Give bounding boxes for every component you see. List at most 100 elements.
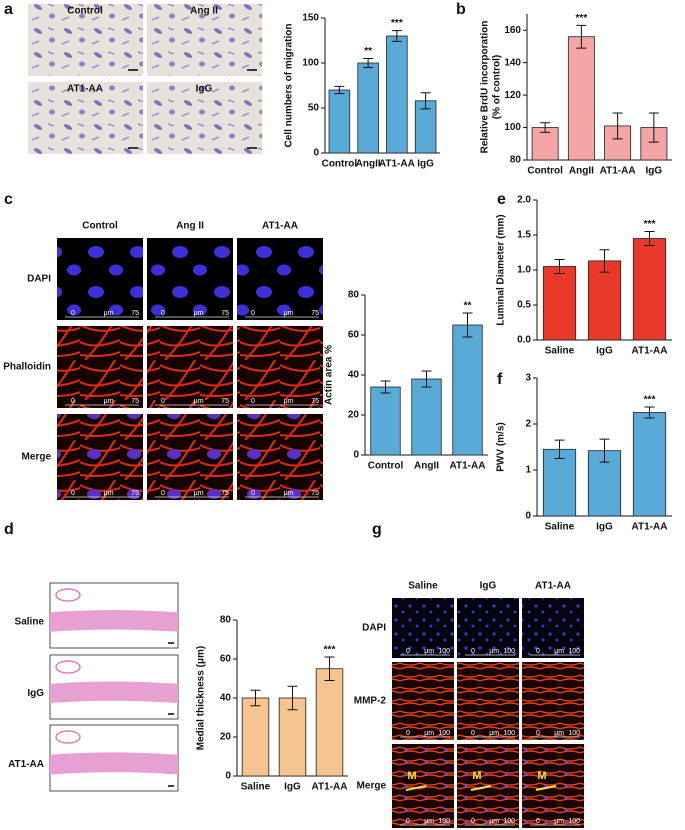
error-bar xyxy=(287,685,298,711)
row-label: Merge xyxy=(22,452,52,463)
error-bar xyxy=(421,370,432,388)
panel-letter: g xyxy=(372,521,382,538)
micrograph xyxy=(147,326,233,408)
thickness-line xyxy=(535,785,557,791)
scale-text: 75 xyxy=(131,310,139,317)
x-tick-label: AngII xyxy=(569,166,594,177)
column-label: Saline xyxy=(408,581,438,592)
marker-label: M xyxy=(472,770,481,782)
micrograph xyxy=(147,238,233,320)
error-bar xyxy=(391,30,402,42)
scale-text: 0 xyxy=(161,398,165,405)
significance: ** xyxy=(464,301,472,312)
y-tick-label: 20 xyxy=(348,410,360,421)
y-tick-label: 2.0 xyxy=(517,195,531,206)
scale-text: 75 xyxy=(221,310,229,317)
y-tick-label: 60 xyxy=(348,330,360,341)
scale-text: μm xyxy=(489,648,499,655)
scale-text: 100 xyxy=(503,648,515,655)
x-tick-label: Control xyxy=(322,159,358,170)
error-bar xyxy=(540,122,551,133)
y-axis-label: Cell numbers of migration xyxy=(284,24,295,148)
x-tick-label: Saline xyxy=(545,346,575,357)
scale-text: 0 xyxy=(536,730,540,737)
bar xyxy=(567,36,595,161)
scale-text: 75 xyxy=(221,398,229,405)
inset-outline xyxy=(55,730,81,744)
scale-text: 0 xyxy=(251,310,255,317)
y-tick-label: 50 xyxy=(308,103,320,114)
scale-text: μm xyxy=(104,398,114,405)
vessel-wall xyxy=(50,609,178,632)
scale-text: 0 xyxy=(406,818,410,825)
scale-text: 75 xyxy=(221,490,229,497)
error-bar xyxy=(599,249,610,273)
column-label: IgG xyxy=(480,581,497,592)
scale-text: μm xyxy=(554,730,564,737)
y-tick-label: 0.0 xyxy=(517,335,531,346)
y-tick-label: 80 xyxy=(220,615,232,626)
y-axis-label: Relative BrdU incorporation xyxy=(480,21,491,154)
error-bar xyxy=(420,92,431,110)
y-axis-label: Actin area % xyxy=(324,345,335,405)
y-tick-label: 40 xyxy=(220,693,232,704)
y-tick-label: 0 xyxy=(353,450,359,461)
significance: *** xyxy=(644,395,656,406)
scale-text: 100 xyxy=(568,730,580,737)
x-tick-label: IgG xyxy=(646,166,663,177)
x-tick-label: IgG xyxy=(417,159,434,170)
significance: *** xyxy=(324,645,336,656)
y-tick-label: 2 xyxy=(525,419,531,430)
x-tick-label: Control xyxy=(368,461,404,472)
column-label: Ang II xyxy=(176,221,204,232)
error-bar xyxy=(648,112,659,143)
error-bar xyxy=(250,689,261,707)
image-label: AT1-AA xyxy=(67,84,103,95)
scale-text: 75 xyxy=(131,398,139,405)
scale-text: 0 xyxy=(161,490,165,497)
micrograph xyxy=(147,4,262,76)
micrograph xyxy=(57,326,143,408)
row-label: Merge xyxy=(357,781,387,792)
micrograph xyxy=(392,598,454,658)
scale-text: μm xyxy=(489,730,499,737)
scale-text: μm xyxy=(194,398,204,405)
error-bar xyxy=(554,439,565,459)
error-bar xyxy=(334,85,345,95)
error-bar xyxy=(576,24,587,49)
error-bar xyxy=(462,312,473,338)
scale-text: μm xyxy=(489,818,499,825)
y-tick-label: 1.5 xyxy=(517,230,531,241)
x-tick-label: AT1-AA xyxy=(600,166,636,177)
error-bar xyxy=(599,438,610,463)
scale-text: μm xyxy=(554,818,564,825)
bar xyxy=(632,238,667,341)
marker-label: M xyxy=(407,770,416,782)
scale-text: 0 xyxy=(161,310,165,317)
scale-text: 100 xyxy=(568,818,580,825)
significance: ** xyxy=(364,46,372,57)
x-tick-label: AT1-AA xyxy=(379,159,415,170)
scale-text: μm xyxy=(284,398,294,405)
scale-text: 0 xyxy=(406,730,410,737)
error-bar xyxy=(554,259,565,274)
vessel-wall xyxy=(50,752,178,775)
scale-text: μm xyxy=(424,818,434,825)
image-label: IgG xyxy=(196,84,213,95)
vessel-wall xyxy=(50,681,178,703)
bar xyxy=(531,127,559,161)
micrograph xyxy=(237,414,323,500)
scale-text: μm xyxy=(104,310,114,317)
column-label: AT1-AA xyxy=(262,221,298,232)
scale-text: 0 xyxy=(406,648,410,655)
bar xyxy=(278,697,307,777)
scale-text: 100 xyxy=(503,818,515,825)
scale-text: 0 xyxy=(536,818,540,825)
scale-text: 0 xyxy=(471,818,475,825)
scale-text: 0 xyxy=(71,490,75,497)
y-axis-label: PWV (m/s) xyxy=(496,422,507,471)
column-label: Control xyxy=(82,221,118,232)
marker-label: M xyxy=(537,770,546,782)
y-tick-label: 120 xyxy=(504,90,521,101)
bar xyxy=(587,260,622,341)
